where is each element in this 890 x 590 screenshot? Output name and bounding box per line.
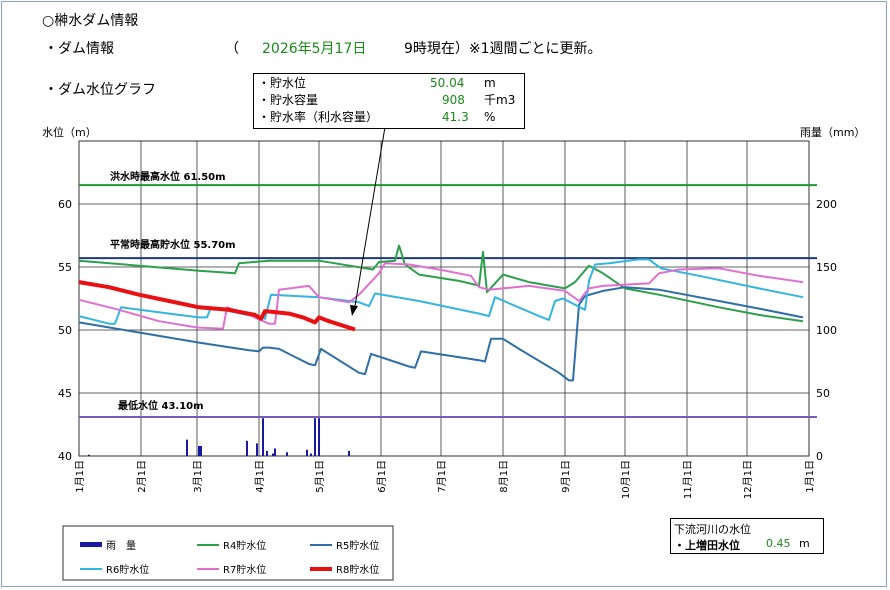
river-value: 0.45 — [766, 537, 791, 550]
status-value: 41.3 — [442, 110, 469, 124]
river-title: 下流河川の水位 — [674, 523, 751, 536]
rainfall-bar — [266, 450, 268, 456]
status-label: ・貯水率（利水容量） — [258, 110, 379, 124]
rainfall-bar — [272, 453, 274, 456]
y-tick-label-left: 50 — [58, 324, 72, 337]
status-value: 908 — [442, 93, 465, 107]
x-tick-label: 8月1日 — [498, 460, 510, 493]
dam-info-label: ・ダム情報 — [44, 41, 114, 57]
x-tick-label: 4月1日 — [254, 460, 266, 493]
page-title: ○榊水ダム情報 — [42, 13, 139, 29]
graph-label: ・ダム水位グラフ — [44, 82, 156, 98]
status-unit: % — [484, 110, 496, 124]
legend-label: R5貯水位 — [336, 539, 379, 552]
x-tick-label: 1月1日 — [804, 460, 816, 493]
rainfall-bar — [256, 443, 258, 456]
rainfall-bar — [200, 445, 202, 456]
x-tick-label: 7月1日 — [436, 460, 448, 493]
pointer-arrow-line — [353, 126, 386, 313]
rainfall-bar — [306, 449, 308, 456]
rainfall-bar — [286, 452, 288, 456]
legend-label: R8貯水位 — [336, 563, 379, 576]
x-tick-label: 6月1日 — [376, 460, 388, 493]
y-axis-label-left: 水位（m） — [42, 125, 97, 139]
y-axis-label-right: 雨量（mm） — [800, 126, 865, 139]
series-line-R4貯水位 — [78, 244, 804, 323]
y-tick-label-left: 60 — [58, 198, 72, 211]
river-level-box: 下流河川の水位 ・上増田水位 0.45 m — [670, 518, 824, 554]
rainfall-bar — [318, 418, 320, 456]
series-lines — [78, 244, 804, 382]
rainfall-bar — [262, 418, 264, 456]
series-line-R8貯水位 — [78, 280, 356, 332]
rainfall-bar — [246, 440, 248, 456]
reference-lines: 洪水時最高水位 61.50m 平常時最高貯水位 55.70m 最低水位 43.10m — [79, 170, 817, 418]
series-line-R5貯水位 — [78, 286, 804, 382]
axes: 40 0 45 50 50 100 55 150 60 200 1月1日 2月1日 3月1日 4月1日 5月… — [58, 198, 837, 499]
x-tick-label: 5月1日 — [314, 460, 326, 493]
y-tick-label-left: 40 — [58, 450, 72, 463]
legend-swatch-rain — [80, 542, 102, 547]
legend-label: R4貯水位 — [223, 539, 266, 552]
legend-label: R7貯水位 — [223, 563, 266, 576]
legend: 雨 量 R4貯水位 R5貯水位 R6貯水位 R7貯水位 R8貯水位 — [62, 525, 394, 581]
y-tick-label-right: 100 — [816, 324, 837, 337]
rainfall-bar — [348, 450, 350, 456]
reference-line-label: 洪水時最高水位 61.50m — [110, 170, 226, 183]
reference-line-label: 最低水位 43.10m — [118, 399, 204, 412]
status-unit: 千m3 — [484, 93, 516, 107]
x-tick-label: 10月1日 — [620, 460, 632, 499]
reference-line-label: 平常時最高貯水位 55.70m — [110, 238, 236, 251]
y-tick-label-right: 200 — [816, 198, 837, 211]
river-unit: m — [799, 537, 810, 550]
rainfall-bar — [198, 445, 200, 456]
status-label: ・貯水位 — [258, 76, 307, 90]
y-tick-label-right: 0 — [816, 450, 823, 463]
y-tick-label-left: 45 — [58, 387, 72, 400]
y-tick-label-right: 150 — [816, 261, 837, 274]
date-open-paren: （ — [225, 41, 239, 57]
grid — [78, 141, 810, 457]
y-tick-label-right: 50 — [816, 387, 830, 400]
update-time-note: 9時現在）※1週間ごとに更新。 — [404, 41, 602, 57]
legend-box — [62, 525, 394, 581]
rainfall-bars — [88, 418, 350, 456]
current-status-box: ・貯水位 50.04 m ・貯水容量 908 千m3 ・貯水率（利水容量） 41… — [253, 73, 525, 129]
x-tick-label: 11月1日 — [682, 460, 694, 499]
status-label: ・貯水容量 — [258, 93, 319, 107]
status-value: 50.04 — [430, 76, 465, 90]
pointer-arrowhead — [350, 305, 358, 316]
x-tick-label: 1月1日 — [74, 460, 86, 493]
legend-label: 雨 量 — [106, 540, 136, 552]
x-tick-label: 3月1日 — [192, 460, 204, 493]
rainfall-bar — [186, 439, 188, 456]
y-tick-label-left: 55 — [58, 261, 72, 274]
x-tick-label: 2月1日 — [136, 460, 148, 493]
status-unit: m — [484, 76, 496, 90]
rainfall-bar — [274, 448, 276, 456]
river-label: ・上増田水位 — [674, 539, 740, 552]
rainfall-bar — [314, 418, 316, 456]
rainfall-bar — [88, 454, 90, 456]
update-date: 2026年5月17日 — [262, 41, 367, 57]
legend-label: R6貯水位 — [106, 563, 149, 576]
x-tick-label: 12月1日 — [742, 460, 754, 499]
rainfall-bar — [310, 453, 312, 456]
x-tick-label: 9月1日 — [560, 460, 572, 493]
series-line-R6貯水位 — [78, 258, 804, 325]
